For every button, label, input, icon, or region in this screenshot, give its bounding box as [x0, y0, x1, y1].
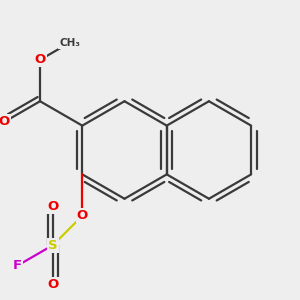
Text: S: S: [48, 238, 58, 252]
Text: O: O: [47, 278, 58, 291]
Text: O: O: [0, 116, 10, 128]
Text: CH₃: CH₃: [59, 38, 80, 48]
Text: O: O: [34, 53, 46, 66]
Text: F: F: [13, 259, 22, 272]
Text: O: O: [77, 209, 88, 222]
Text: O: O: [47, 200, 58, 213]
